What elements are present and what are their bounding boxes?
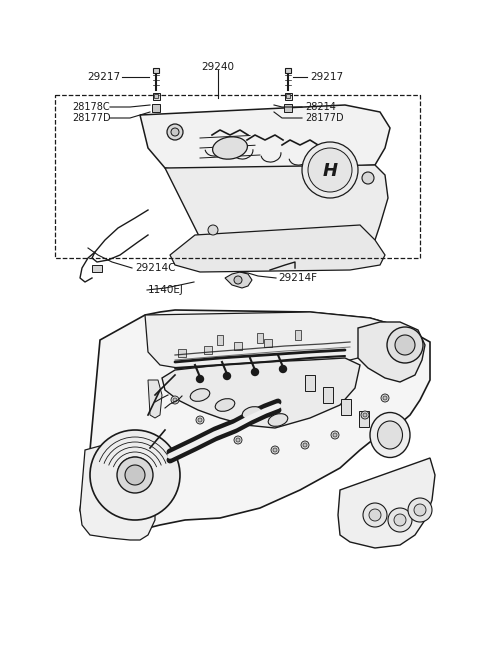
Polygon shape: [145, 312, 405, 370]
Bar: [323, 387, 333, 403]
Circle shape: [196, 375, 204, 383]
Circle shape: [273, 448, 277, 452]
Polygon shape: [225, 272, 252, 288]
Circle shape: [383, 396, 387, 400]
Circle shape: [361, 411, 369, 419]
Circle shape: [234, 436, 242, 444]
Bar: [153, 68, 159, 73]
Bar: [257, 333, 263, 343]
Text: 29217: 29217: [87, 72, 120, 82]
Circle shape: [125, 465, 145, 485]
Text: H: H: [323, 162, 337, 180]
Circle shape: [117, 457, 153, 493]
Polygon shape: [80, 310, 430, 535]
Text: 29214C: 29214C: [135, 263, 176, 273]
Circle shape: [388, 508, 412, 532]
Bar: [217, 335, 223, 345]
Circle shape: [234, 276, 242, 284]
Circle shape: [90, 430, 180, 520]
Circle shape: [387, 327, 423, 363]
Ellipse shape: [268, 414, 288, 426]
Circle shape: [208, 225, 218, 235]
Circle shape: [362, 172, 374, 184]
Circle shape: [236, 438, 240, 442]
Circle shape: [279, 365, 287, 373]
Bar: [264, 339, 272, 347]
Circle shape: [394, 514, 406, 526]
Text: 29240: 29240: [202, 62, 235, 72]
Bar: [92, 265, 102, 272]
Polygon shape: [170, 225, 385, 272]
Ellipse shape: [213, 137, 247, 159]
Bar: [284, 104, 292, 112]
Ellipse shape: [190, 388, 210, 402]
Circle shape: [333, 433, 337, 437]
Text: 1140EJ: 1140EJ: [148, 285, 184, 295]
Circle shape: [167, 124, 183, 140]
Polygon shape: [140, 105, 390, 175]
Bar: [285, 92, 291, 100]
Polygon shape: [338, 458, 435, 548]
Circle shape: [171, 396, 179, 404]
Circle shape: [252, 369, 259, 375]
Bar: [341, 399, 351, 415]
Circle shape: [224, 373, 230, 379]
Circle shape: [408, 498, 432, 522]
Polygon shape: [165, 165, 388, 248]
Circle shape: [302, 142, 358, 198]
Circle shape: [331, 431, 339, 439]
Polygon shape: [358, 322, 425, 382]
Ellipse shape: [242, 407, 262, 419]
Circle shape: [363, 503, 387, 527]
Circle shape: [271, 446, 279, 454]
Ellipse shape: [370, 413, 410, 457]
Circle shape: [395, 335, 415, 355]
Text: 28178C: 28178C: [72, 102, 109, 112]
Text: 29217: 29217: [310, 72, 343, 82]
Circle shape: [414, 504, 426, 516]
Bar: [152, 104, 160, 112]
Polygon shape: [80, 435, 155, 540]
Text: 29214F: 29214F: [278, 273, 317, 283]
Circle shape: [301, 441, 309, 449]
Bar: [204, 346, 212, 354]
Ellipse shape: [377, 421, 403, 449]
Circle shape: [363, 413, 367, 417]
Circle shape: [196, 416, 204, 424]
Bar: [234, 342, 242, 350]
Circle shape: [173, 398, 177, 402]
Circle shape: [171, 128, 179, 136]
Bar: [153, 92, 159, 100]
Bar: [285, 68, 291, 73]
Bar: [305, 375, 315, 391]
Text: 28177D: 28177D: [72, 113, 110, 123]
Bar: [359, 411, 369, 427]
Bar: [154, 94, 158, 98]
Circle shape: [369, 509, 381, 521]
Bar: [295, 330, 301, 340]
Ellipse shape: [215, 399, 235, 411]
Polygon shape: [148, 380, 162, 418]
Circle shape: [198, 418, 202, 422]
Text: 28214: 28214: [305, 102, 336, 112]
Bar: [55, 95, 420, 258]
Bar: [178, 349, 186, 357]
Circle shape: [303, 443, 307, 447]
Polygon shape: [162, 358, 360, 428]
Bar: [286, 94, 290, 98]
Circle shape: [308, 148, 352, 192]
Circle shape: [381, 394, 389, 402]
Text: 28177D: 28177D: [305, 113, 344, 123]
